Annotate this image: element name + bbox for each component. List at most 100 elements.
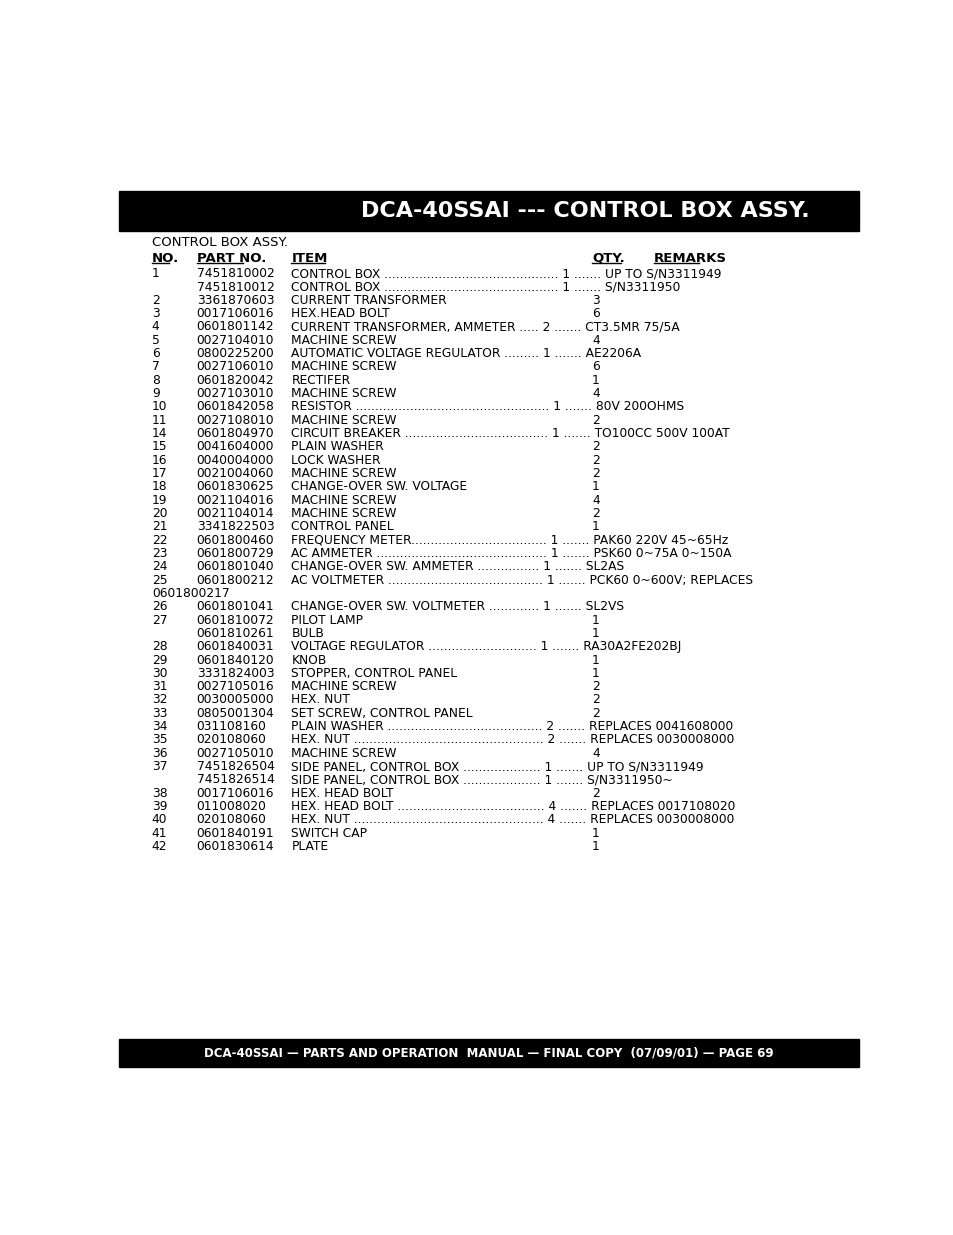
Text: 020108060: 020108060 <box>196 734 266 746</box>
Text: 0027108010: 0027108010 <box>196 414 274 427</box>
Text: 2: 2 <box>592 453 599 467</box>
Text: VOLTAGE REGULATOR ............................ 1 ....... RA30A2FE202BJ: VOLTAGE REGULATOR ......................… <box>291 640 681 653</box>
Text: 0027103010: 0027103010 <box>196 387 274 400</box>
Text: DCA-40SSAI — PARTS AND OPERATION  MANUAL — FINAL COPY  (07/09/01) — PAGE 69: DCA-40SSAI — PARTS AND OPERATION MANUAL … <box>204 1046 773 1060</box>
Text: MACHINE SCREW: MACHINE SCREW <box>291 333 396 347</box>
Text: 19: 19 <box>152 494 167 506</box>
Text: 0601801041: 0601801041 <box>196 600 274 614</box>
Text: CONTROL PANEL: CONTROL PANEL <box>291 520 394 534</box>
Text: HEX. HEAD BOLT: HEX. HEAD BOLT <box>291 787 394 800</box>
Text: CONTROL BOX ............................................. 1 ....... UP TO S/N331: CONTROL BOX ............................… <box>291 267 721 280</box>
Text: MACHINE SCREW: MACHINE SCREW <box>291 680 396 693</box>
Text: HEX. NUT: HEX. NUT <box>291 694 350 706</box>
Text: 2: 2 <box>592 508 599 520</box>
Text: KNOB: KNOB <box>291 653 326 667</box>
Text: 0601800460: 0601800460 <box>196 534 274 547</box>
Text: AUTOMATIC VOLTAGE REGULATOR ......... 1 ....... AE2206A: AUTOMATIC VOLTAGE REGULATOR ......... 1 … <box>291 347 640 361</box>
Text: 0030005000: 0030005000 <box>196 694 274 706</box>
Text: 31: 31 <box>152 680 167 693</box>
Text: 40: 40 <box>152 814 167 826</box>
Text: AC VOLTMETER ........................................ 1 ....... PCK60 0~600V; RE: AC VOLTMETER ...........................… <box>291 573 753 587</box>
Text: SIDE PANEL, CONTROL BOX .................... 1 ....... S/N3311950~: SIDE PANEL, CONTROL BOX ................… <box>291 773 673 787</box>
Text: CHANGE-OVER SW. AMMETER ................ 1 ....... SL2AS: CHANGE-OVER SW. AMMETER ................… <box>291 561 624 573</box>
Text: 0040004000: 0040004000 <box>196 453 274 467</box>
Text: 6: 6 <box>592 308 599 320</box>
Text: 4: 4 <box>592 494 599 506</box>
Text: 25: 25 <box>152 573 167 587</box>
Text: BULB: BULB <box>291 627 324 640</box>
Text: 0601810261: 0601810261 <box>196 627 274 640</box>
Text: CIRCUIT BREAKER ..................................... 1 ....... TO100CC 500V 100: CIRCUIT BREAKER ........................… <box>291 427 729 440</box>
Text: MACHINE SCREW: MACHINE SCREW <box>291 494 396 506</box>
Text: 1: 1 <box>592 667 599 679</box>
Text: 0601842058: 0601842058 <box>196 400 274 414</box>
Text: MACHINE SCREW: MACHINE SCREW <box>291 467 396 480</box>
Text: 0601804970: 0601804970 <box>196 427 274 440</box>
Text: MACHINE SCREW: MACHINE SCREW <box>291 361 396 373</box>
Text: PLAIN WASHER ........................................ 2 ....... REPLACES 0041608: PLAIN WASHER ...........................… <box>291 720 733 734</box>
Text: 2: 2 <box>592 787 599 800</box>
Text: 7451810012: 7451810012 <box>196 280 274 294</box>
Text: 15: 15 <box>152 441 167 453</box>
Text: AC AMMETER ............................................ 1 ....... PSK60 0~75A 0~: AC AMMETER .............................… <box>291 547 731 559</box>
Text: 1: 1 <box>592 614 599 626</box>
Text: 23: 23 <box>152 547 167 559</box>
Text: 0601840191: 0601840191 <box>196 826 274 840</box>
Text: 6: 6 <box>152 347 159 361</box>
Text: 0017106016: 0017106016 <box>196 308 274 320</box>
Text: 32: 32 <box>152 694 167 706</box>
Text: DCA-40SSAI --- CONTROL BOX ASSY.: DCA-40SSAI --- CONTROL BOX ASSY. <box>360 201 808 221</box>
Text: 3: 3 <box>592 294 599 306</box>
Text: 14: 14 <box>152 427 167 440</box>
Text: SIDE PANEL, CONTROL BOX .................... 1 ....... UP TO S/N3311949: SIDE PANEL, CONTROL BOX ................… <box>291 760 703 773</box>
Text: 0021004060: 0021004060 <box>196 467 274 480</box>
Text: CHANGE-OVER SW. VOLTAGE: CHANGE-OVER SW. VOLTAGE <box>291 480 467 493</box>
Text: 2: 2 <box>592 706 599 720</box>
Text: MACHINE SCREW: MACHINE SCREW <box>291 508 396 520</box>
Text: 6: 6 <box>592 361 599 373</box>
Text: 0601801040: 0601801040 <box>196 561 274 573</box>
Text: HEX.HEAD BOLT: HEX.HEAD BOLT <box>291 308 390 320</box>
Text: 1: 1 <box>592 826 599 840</box>
Text: 37: 37 <box>152 760 167 773</box>
Text: 29: 29 <box>152 653 167 667</box>
Text: 1: 1 <box>592 627 599 640</box>
Text: 1: 1 <box>592 480 599 493</box>
Text: 0800225200: 0800225200 <box>196 347 274 361</box>
Text: 36: 36 <box>152 747 167 760</box>
Text: 0041604000: 0041604000 <box>196 441 274 453</box>
Text: 10: 10 <box>152 400 167 414</box>
Text: 020108060: 020108060 <box>196 814 266 826</box>
Bar <box>119 190 858 231</box>
Text: 0601801142: 0601801142 <box>196 321 274 333</box>
Text: 9: 9 <box>152 387 159 400</box>
Text: CONTROL BOX ............................................. 1 ....... S/N3311950: CONTROL BOX ............................… <box>291 280 679 294</box>
Text: 0021104014: 0021104014 <box>196 508 274 520</box>
Text: 8: 8 <box>152 374 159 387</box>
Text: MACHINE SCREW: MACHINE SCREW <box>291 387 396 400</box>
Text: 22: 22 <box>152 534 167 547</box>
Text: CURRENT TRANSFORMER: CURRENT TRANSFORMER <box>291 294 446 306</box>
Text: HEX. NUT ................................................. 2 ....... REPLACES 00: HEX. NUT ...............................… <box>291 734 734 746</box>
Text: 0027106010: 0027106010 <box>196 361 274 373</box>
Text: 5: 5 <box>152 333 159 347</box>
Text: 39: 39 <box>152 800 167 813</box>
Text: 2: 2 <box>592 694 599 706</box>
Text: 20: 20 <box>152 508 167 520</box>
Text: 38: 38 <box>152 787 167 800</box>
Text: 2: 2 <box>592 414 599 427</box>
Text: 0601840031: 0601840031 <box>196 640 274 653</box>
Text: 0601800212: 0601800212 <box>196 573 274 587</box>
Text: 42: 42 <box>152 840 167 853</box>
Text: 0017106016: 0017106016 <box>196 787 274 800</box>
Text: ITEM: ITEM <box>291 252 327 264</box>
Text: 0601840120: 0601840120 <box>196 653 274 667</box>
Text: 26: 26 <box>152 600 167 614</box>
Text: 4: 4 <box>592 747 599 760</box>
Text: 0805001304: 0805001304 <box>196 706 274 720</box>
Text: 7: 7 <box>152 361 159 373</box>
Text: 7451826514: 7451826514 <box>196 773 274 787</box>
Text: REMARKS: REMARKS <box>654 252 726 264</box>
Text: 21: 21 <box>152 520 167 534</box>
Text: 16: 16 <box>152 453 167 467</box>
